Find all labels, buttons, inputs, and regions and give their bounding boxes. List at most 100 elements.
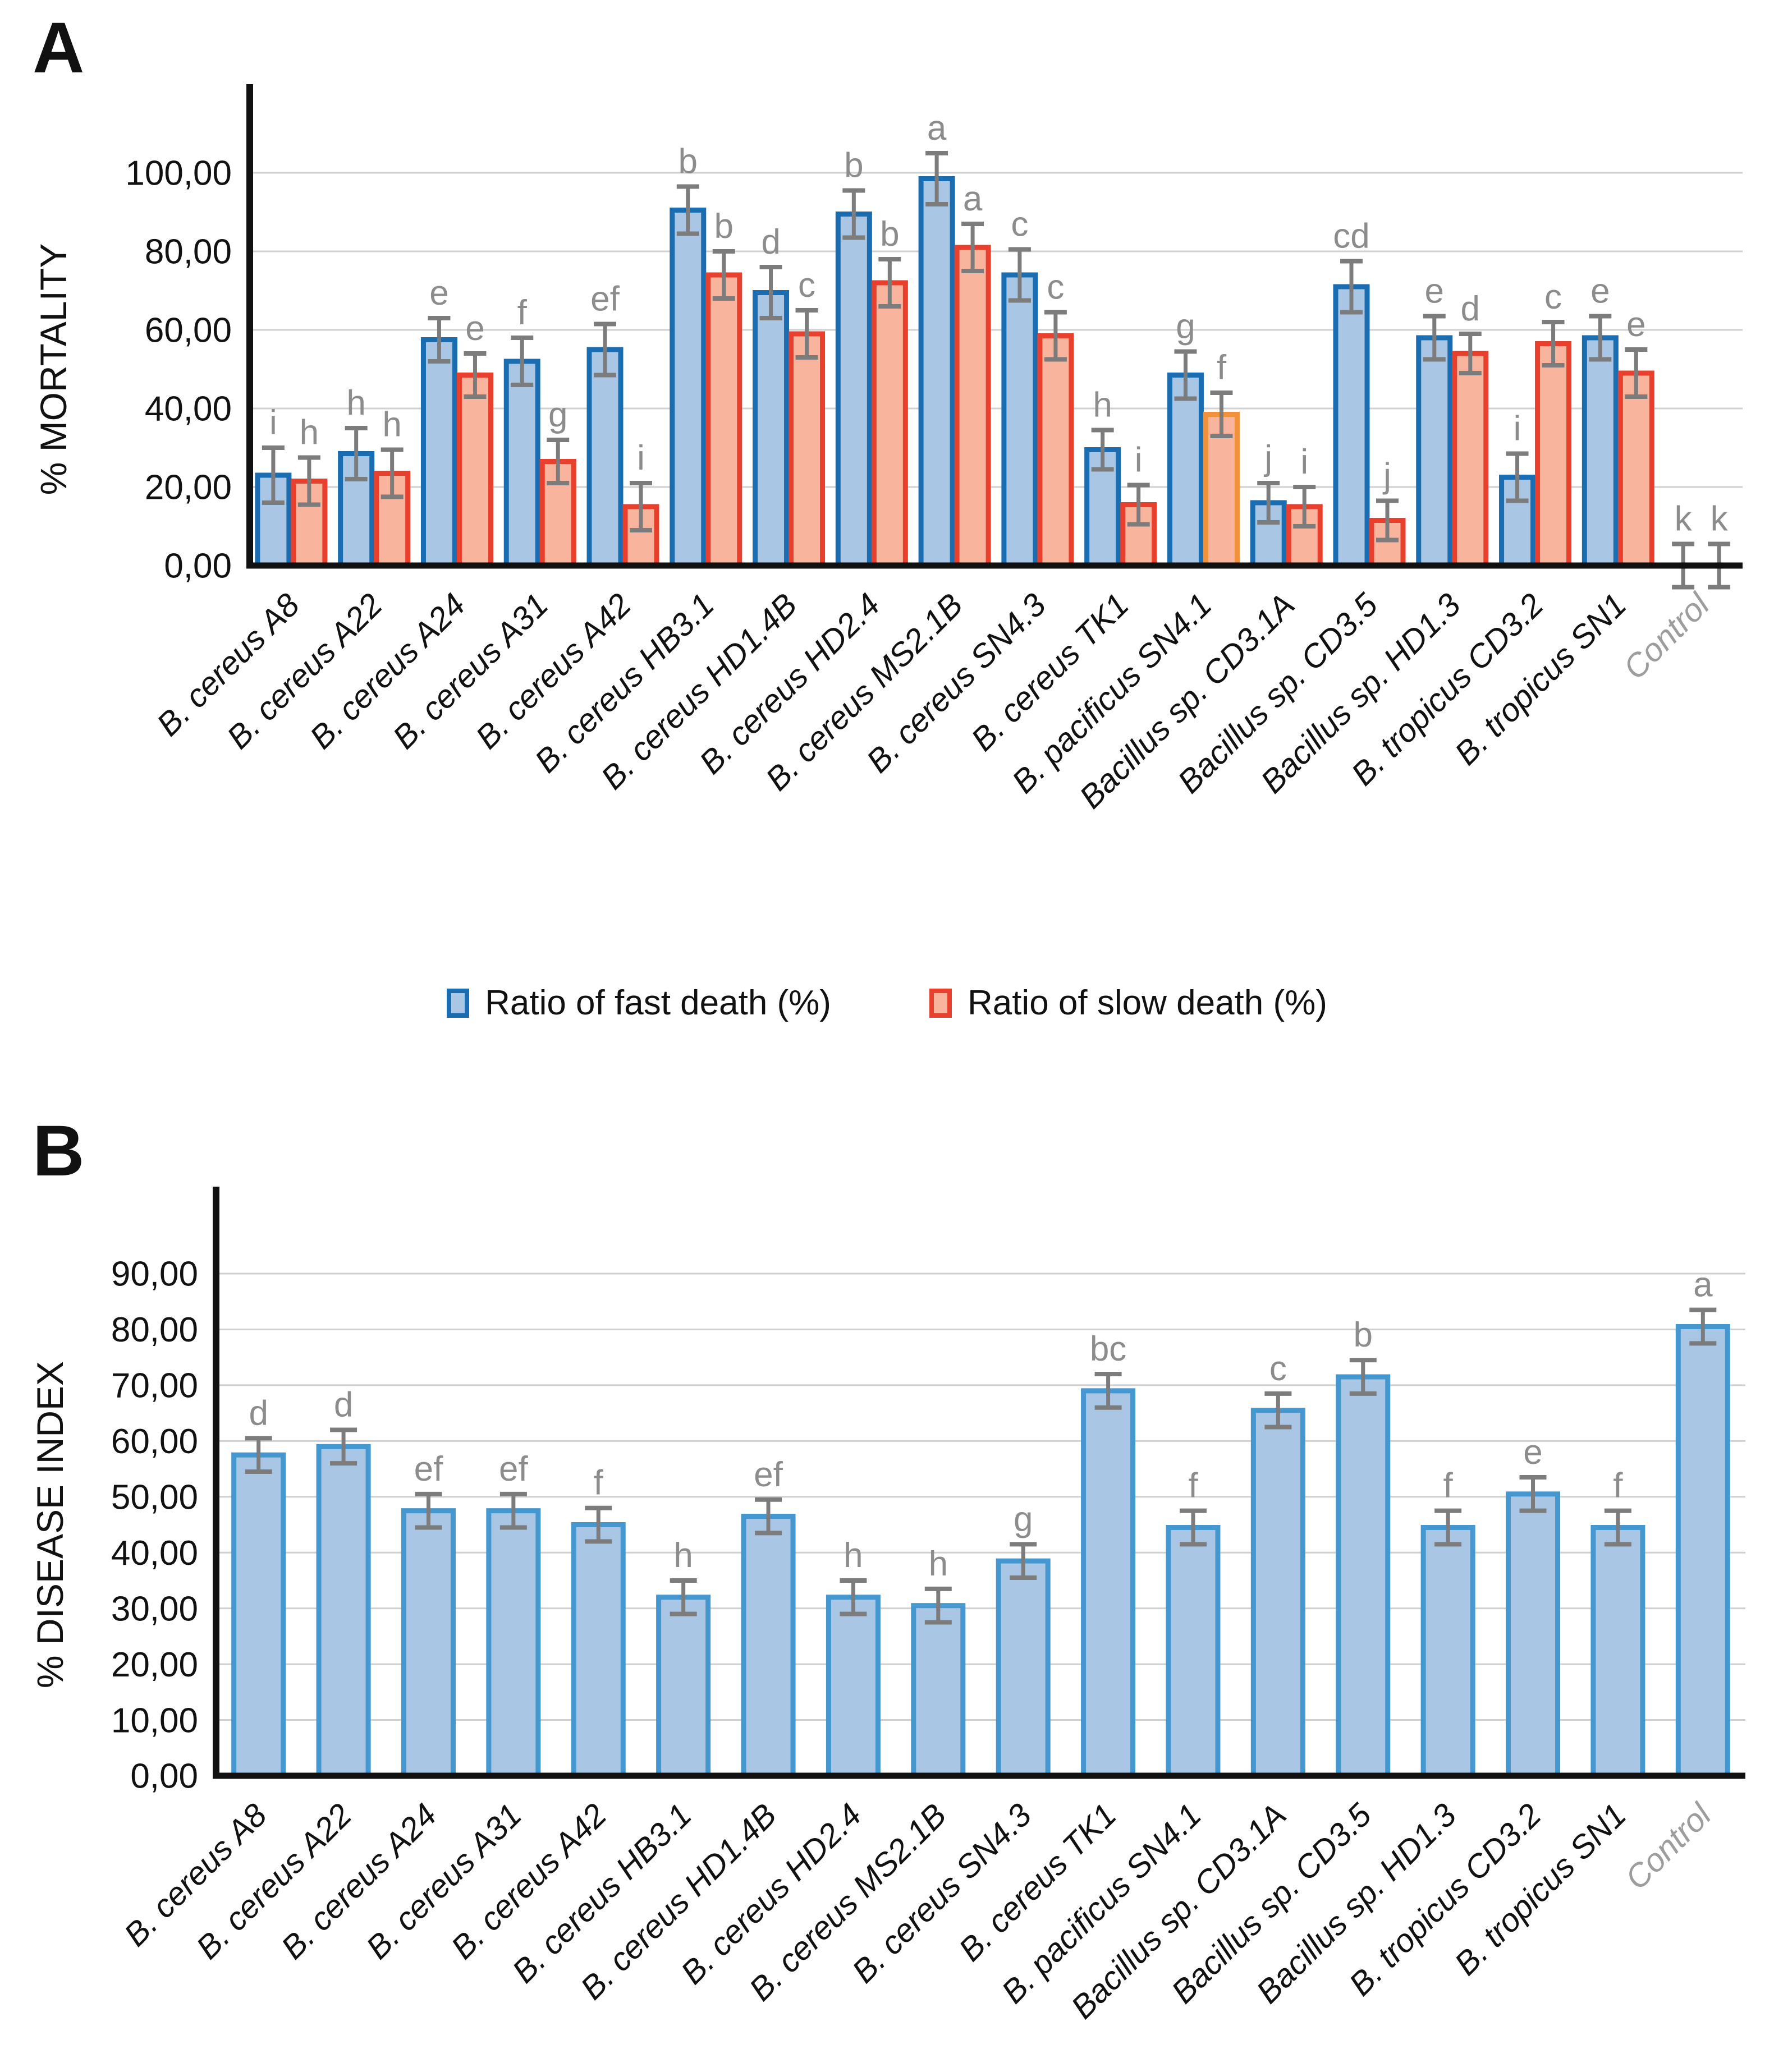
- significance-letter: f: [1217, 348, 1227, 387]
- significance-letter: h: [1093, 386, 1112, 425]
- error-bar: [1094, 1372, 1122, 1410]
- bar: [789, 331, 826, 568]
- bar: [1333, 284, 1370, 568]
- significance-letter: d: [1461, 290, 1480, 328]
- bar: [1420, 1524, 1475, 1779]
- bar: [316, 1444, 371, 1779]
- significance-letter: e: [1523, 1433, 1542, 1472]
- bar: [1535, 341, 1572, 568]
- error-bar: [795, 308, 818, 360]
- bar: [456, 373, 493, 568]
- error-bar: [1340, 259, 1363, 315]
- y-tick-label: 80,00: [145, 233, 232, 272]
- y-tick-label: 50,00: [111, 1478, 198, 1517]
- bar: [1336, 1374, 1391, 1779]
- error-bar: [1459, 332, 1482, 375]
- y-tick-label: 80,00: [111, 1311, 198, 1349]
- significance-letter: b: [714, 207, 734, 246]
- error-bar: [297, 455, 320, 507]
- y-tick-label: 40,00: [111, 1534, 198, 1573]
- bar: [1590, 1524, 1645, 1779]
- significance-letter: i: [637, 439, 645, 477]
- significance-letter: bc: [1090, 1330, 1126, 1368]
- error-bar: [594, 321, 616, 378]
- error-bar: [428, 316, 451, 364]
- bar: [656, 1595, 711, 1779]
- error-bar: [1091, 428, 1114, 472]
- bar: [996, 1558, 1051, 1779]
- significance-letter: i: [1135, 441, 1143, 480]
- error-bar: [630, 481, 652, 532]
- significance-letter: a: [963, 180, 983, 218]
- significance-letter: a: [927, 109, 947, 148]
- error-bar: [1349, 1358, 1377, 1396]
- error-bar: [924, 1586, 952, 1625]
- bar: [1506, 1491, 1561, 1779]
- error-bar: [925, 151, 948, 206]
- error-bar: [547, 438, 570, 485]
- bar: [1416, 335, 1453, 568]
- error-bar: [670, 1578, 697, 1616]
- disease-index-chart: 0,00 10,00 20,00 30,00 40,00 50,00 60,00 70,00 8…: [29, 1187, 1745, 2026]
- y-tick-label: 30,00: [111, 1589, 198, 1628]
- significance-letter: ef: [499, 1450, 528, 1488]
- error-bar: [1689, 1307, 1717, 1346]
- mortality-chart: 0,00 20,00 40,00 60,00 80,00 100,00 % MORTALIT…: [33, 84, 1743, 816]
- bar: [1081, 1388, 1136, 1779]
- bar: [670, 208, 707, 568]
- significance-letter: i: [1300, 443, 1308, 481]
- bar: [753, 290, 790, 568]
- significance-letter: d: [249, 1394, 268, 1432]
- x-axis-label: Control: [1618, 1796, 1719, 1897]
- significance-letter: b: [844, 146, 863, 185]
- bar: [586, 347, 624, 568]
- significance-letter: e: [1626, 305, 1645, 344]
- legend-label: Ratio of slow death (%): [967, 984, 1327, 1022]
- error-bar: [1127, 483, 1150, 527]
- bar: [503, 359, 540, 568]
- significance-letter: i: [1514, 410, 1521, 448]
- significance-letter: h: [844, 1536, 863, 1575]
- significance-letter: h: [929, 1545, 948, 1583]
- bar: [231, 1452, 286, 1779]
- error-bar: [1293, 485, 1316, 529]
- y-axis-tick-labels: 0,00 10,00 20,00 30,00 40,00 50,00 60,00 70,00 8…: [111, 1255, 198, 1796]
- error-bar: [1625, 347, 1648, 399]
- significance-letter: b: [880, 215, 899, 254]
- error-bar: [878, 257, 901, 309]
- significance-letter: g: [1014, 1500, 1033, 1538]
- panel-letter-a: A: [33, 8, 85, 88]
- y-tick-label: 20,00: [145, 468, 232, 507]
- significance-letter: e: [1425, 272, 1444, 311]
- error-bar: [381, 447, 404, 499]
- bar: [1617, 370, 1654, 568]
- error-bar: [755, 1497, 782, 1536]
- legend: Ratio of fast death (%) Ratio of slow dea…: [0, 983, 1774, 1023]
- y-tick-label: 100,00: [125, 154, 232, 193]
- bar: [1037, 333, 1074, 568]
- error-bar: [1008, 247, 1031, 303]
- bar: [835, 212, 872, 568]
- legend-item-1: Ratio of slow death (%): [929, 983, 1327, 1023]
- x-axis-label: Control: [1616, 586, 1717, 687]
- bar: [1582, 335, 1619, 568]
- legend-label: Ratio of fast death (%): [485, 984, 831, 1022]
- error-bar: [499, 1491, 527, 1530]
- error-bar: [1434, 1508, 1462, 1547]
- error-bar: [415, 1491, 442, 1530]
- significance-letter: ef: [754, 1455, 783, 1494]
- significance-letter: c: [1544, 278, 1562, 316]
- significance-letter: d: [761, 223, 780, 261]
- bar: [1166, 1524, 1221, 1779]
- error-bar: [1174, 349, 1197, 401]
- significance-letter: j: [1263, 439, 1272, 477]
- significance-letter: j: [1382, 457, 1391, 495]
- y-axis-title: % DISEASE INDEX: [29, 1361, 71, 1688]
- error-bar: [1210, 390, 1233, 438]
- bar: [1167, 373, 1204, 568]
- y-tick-label: 40,00: [145, 390, 232, 429]
- bar: [1001, 272, 1038, 568]
